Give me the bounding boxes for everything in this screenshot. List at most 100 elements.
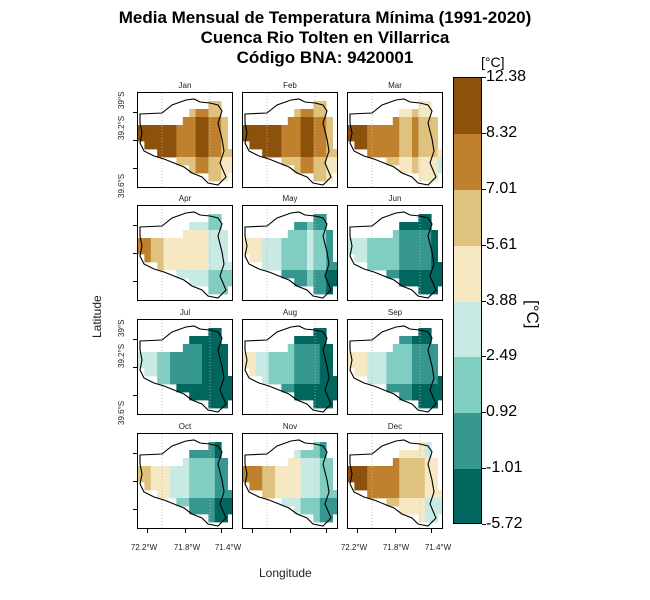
grid-cell xyxy=(431,490,438,499)
grid-cell xyxy=(313,165,321,174)
grid-cell xyxy=(195,384,203,393)
grid-cell xyxy=(163,238,171,247)
grid-cell xyxy=(313,286,321,295)
grid-cell xyxy=(214,514,222,523)
grid-cell xyxy=(214,270,222,279)
grid-cell xyxy=(418,165,426,174)
grid-cell xyxy=(399,466,406,475)
grid-cell xyxy=(262,246,269,255)
grid-cell xyxy=(332,490,337,499)
y-tick-label: 39.2°S xyxy=(117,343,126,368)
grid-cell xyxy=(354,141,362,150)
grid-cell xyxy=(418,254,426,263)
grid-cell xyxy=(392,360,400,369)
grid-cell xyxy=(144,360,152,369)
grid-cell xyxy=(176,246,184,255)
grid-cell xyxy=(431,141,438,150)
grid-cell xyxy=(367,466,374,475)
grid-cell xyxy=(227,490,232,499)
grid-cell xyxy=(431,400,438,409)
grid-cell xyxy=(405,165,413,174)
grid-cell xyxy=(405,125,413,134)
grid-cell xyxy=(319,514,327,523)
grid-cell xyxy=(182,384,190,393)
grid-cell xyxy=(386,254,394,263)
grid-cell xyxy=(418,101,426,110)
grid-cell xyxy=(367,133,374,142)
grid-cell xyxy=(227,392,232,401)
grid-cell xyxy=(221,246,228,255)
grid-cell xyxy=(412,238,419,247)
grid-cell xyxy=(313,254,321,263)
grid-cell xyxy=(255,474,263,483)
grid-cell xyxy=(163,262,171,271)
grid-cell xyxy=(386,125,394,134)
grid-cell xyxy=(326,278,333,287)
grid-cell xyxy=(195,506,203,515)
grid-cell xyxy=(214,254,222,263)
grid-cell xyxy=(399,254,406,263)
grid-cell xyxy=(431,344,438,353)
grid-cell xyxy=(176,474,184,483)
grid-cell xyxy=(150,360,158,369)
grid-cell xyxy=(380,133,387,142)
grid-cell xyxy=(412,230,419,239)
grid-cell xyxy=(392,368,400,377)
grid-cell xyxy=(157,482,164,491)
grid-cell xyxy=(307,270,314,279)
grid-cell xyxy=(373,466,381,475)
grid-cell xyxy=(431,466,438,475)
y-tick-mark xyxy=(133,509,137,510)
colorbar-tick xyxy=(482,300,486,302)
grid-cell xyxy=(373,376,381,385)
grid-cell xyxy=(405,336,413,345)
grid-cell xyxy=(326,117,333,126)
grid-cell xyxy=(326,360,333,369)
grid-cell xyxy=(380,125,387,134)
grid-cell xyxy=(189,384,196,393)
grid-cell xyxy=(202,376,209,385)
grid-cell xyxy=(300,368,308,377)
grid-cell xyxy=(170,246,177,255)
grid-cell xyxy=(405,133,413,142)
grid-cell xyxy=(255,238,263,247)
grid-cell xyxy=(386,149,394,158)
grid-cell xyxy=(405,238,413,247)
grid-cell xyxy=(182,344,190,353)
grid-cell xyxy=(221,238,228,247)
grid-cell xyxy=(208,157,216,166)
grid-cell xyxy=(412,278,419,287)
colorbar-tick xyxy=(482,412,486,414)
grid-cell xyxy=(189,498,196,507)
grid-cell xyxy=(287,344,295,353)
grid-cell xyxy=(300,254,308,263)
grid-cell xyxy=(208,149,216,158)
grid-cell xyxy=(221,458,228,467)
grid-cell xyxy=(208,230,216,239)
grid-cell xyxy=(386,262,394,271)
grid-cell xyxy=(214,392,222,401)
grid-cell xyxy=(412,336,419,345)
grid-cell xyxy=(294,125,301,134)
grid-cell xyxy=(380,482,387,491)
grid-cell xyxy=(268,482,276,491)
grid-cell xyxy=(307,352,314,361)
panel-apr xyxy=(137,205,233,301)
grid-cell xyxy=(412,254,419,263)
grid-cell xyxy=(195,482,203,491)
grid-cell xyxy=(412,125,419,134)
grid-cell xyxy=(150,466,158,475)
grid-cell xyxy=(437,490,442,499)
grid-cell xyxy=(227,384,232,393)
grid-cell xyxy=(424,368,432,377)
grid-cell xyxy=(405,466,413,475)
grid-cell xyxy=(221,368,228,377)
grid-cell xyxy=(392,344,400,353)
grid-cell xyxy=(313,149,321,158)
grid-cell xyxy=(399,352,406,361)
grid-cell xyxy=(431,352,438,361)
grid-cell xyxy=(326,133,333,142)
grid-cell xyxy=(418,222,426,231)
grid-cell xyxy=(182,360,190,369)
grid-cell xyxy=(307,392,314,401)
